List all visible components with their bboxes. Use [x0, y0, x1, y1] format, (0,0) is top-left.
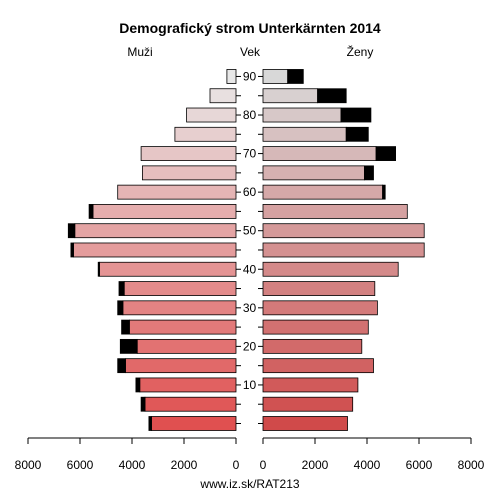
- male-bars: [67, 69, 237, 431]
- female-bar-75-79: [262, 126, 347, 142]
- age-tick-label: 40: [243, 262, 257, 276]
- male-bar-15-19: [125, 358, 237, 374]
- male-surplus-5-9: [140, 396, 146, 412]
- male-x-tick-label: 2000: [171, 458, 198, 472]
- female-surplus-75-79: [345, 126, 369, 142]
- male-surplus-25-29: [121, 319, 130, 335]
- female-x-tick-label: 0: [260, 458, 267, 472]
- male-bar-45-49: [73, 242, 237, 258]
- female-bar-20-24: [262, 338, 363, 354]
- age-tick-label: 70: [243, 147, 257, 161]
- female-surplus-90+: [287, 69, 304, 84]
- age-tick-label: 50: [243, 224, 257, 238]
- male-bar-10-14: [139, 377, 237, 393]
- age-tick-label: 90: [243, 69, 257, 83]
- female-x-tick-label: 4000: [354, 458, 381, 472]
- male-x-tick-label: 6000: [67, 458, 94, 472]
- female-surplus-80-84: [340, 107, 372, 123]
- female-bar-80-84: [262, 107, 342, 123]
- female-bar-60-64: [262, 184, 383, 200]
- female-x-tick-label: 8000: [458, 458, 485, 472]
- male-bar-50-54: [74, 223, 237, 239]
- male-bar-60-64: [117, 184, 237, 200]
- male-bar-25-29: [128, 319, 237, 335]
- female-x-tick-label: 2000: [302, 458, 329, 472]
- male-bar-65-69: [141, 165, 237, 181]
- female-bar-85-89: [262, 88, 318, 104]
- female-bar-45-49: [262, 242, 425, 258]
- female-surplus-85-89: [317, 88, 347, 104]
- male-bar-40-44: [99, 261, 237, 277]
- female-surplus-70-74: [375, 146, 397, 161]
- male-bar-30-34: [122, 300, 237, 316]
- age-tick-label: 10: [243, 378, 257, 392]
- male-bar-75-79: [174, 126, 237, 142]
- female-bars: [262, 69, 425, 431]
- male-surplus-30-34: [117, 300, 124, 316]
- male-surplus-55-59: [88, 204, 94, 219]
- female-bar-15-19: [262, 358, 374, 374]
- female-bar-35-39: [262, 281, 376, 296]
- age-tick-label: 20: [243, 339, 257, 353]
- male-bar-20-24: [136, 338, 237, 354]
- female-bar-55-59: [262, 204, 408, 219]
- female-x-tick-label: 6000: [406, 458, 433, 472]
- female-bar-5-9: [262, 396, 354, 412]
- female-bar-0-4: [262, 416, 348, 431]
- age-tick-label: 60: [243, 185, 257, 199]
- male-surplus-20-24: [119, 338, 138, 354]
- female-bar-90+: [262, 69, 289, 84]
- male-bar-35-39: [123, 281, 237, 296]
- age-axis: 10 20 30 40 50 60 70 80 90: [236, 69, 263, 424]
- male-label: Muži: [127, 45, 152, 59]
- male-surplus-40-44: [97, 261, 100, 277]
- female-bar-10-14: [262, 377, 359, 393]
- female-bar-65-69: [262, 165, 365, 181]
- male-x-axis: 8000 6000 4000 2000 0: [15, 437, 240, 472]
- male-bar-85-89: [209, 88, 237, 104]
- male-bar-90+: [226, 69, 237, 84]
- female-bar-25-29: [262, 319, 369, 335]
- female-bar-50-54: [262, 223, 425, 239]
- female-label: Ženy: [347, 44, 374, 59]
- male-surplus-35-39: [118, 281, 125, 296]
- male-surplus-10-14: [135, 377, 141, 393]
- male-surplus-45-49: [70, 242, 74, 258]
- male-bar-70-74: [140, 146, 237, 161]
- female-surplus-60-64: [382, 184, 386, 200]
- female-surplus-65-69: [363, 165, 374, 181]
- male-bar-5-9: [144, 396, 237, 412]
- male-bar-80-84: [186, 107, 237, 123]
- age-tick-label: 80: [243, 108, 257, 122]
- male-x-tick-label: 4000: [119, 458, 146, 472]
- male-surplus-15-19: [117, 358, 126, 374]
- male-bar-55-59: [92, 204, 237, 219]
- female-bar-30-34: [262, 300, 378, 316]
- male-surplus-0-4: [148, 416, 152, 431]
- source-caption: www.iz.sk/RAT213: [199, 477, 299, 491]
- female-x-axis: 0 2000 4000 6000 8000: [260, 437, 485, 472]
- male-x-tick-label: 8000: [15, 458, 42, 472]
- age-tick-label: 30: [243, 301, 257, 315]
- age-label: Vek: [240, 45, 261, 59]
- female-bar-40-44: [262, 261, 399, 277]
- chart-title: Demografický strom Unterkärnten 2014: [119, 20, 381, 36]
- male-x-tick-label: 0: [233, 458, 240, 472]
- female-bar-70-74: [262, 146, 377, 161]
- male-surplus-50-54: [67, 223, 76, 239]
- male-bar-0-4: [151, 416, 237, 431]
